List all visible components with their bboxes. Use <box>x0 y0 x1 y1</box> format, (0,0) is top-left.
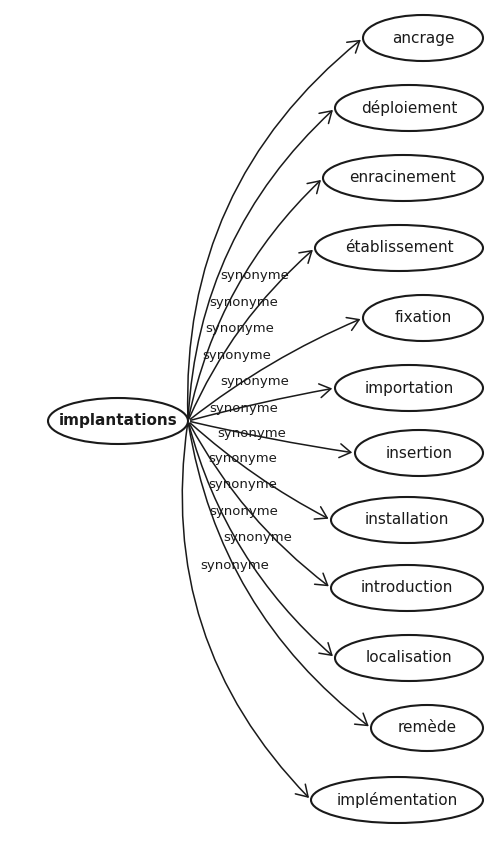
Ellipse shape <box>311 777 483 823</box>
Text: synonyme: synonyme <box>210 402 278 415</box>
Text: fixation: fixation <box>394 311 452 325</box>
Text: implantations: implantations <box>59 414 177 429</box>
Ellipse shape <box>335 635 483 681</box>
Ellipse shape <box>48 398 188 444</box>
Ellipse shape <box>331 565 483 611</box>
Ellipse shape <box>315 225 483 271</box>
FancyArrowPatch shape <box>191 384 331 420</box>
Text: enracinement: enracinement <box>350 170 456 186</box>
Text: synonyme: synonyme <box>200 558 269 572</box>
Ellipse shape <box>323 155 483 201</box>
Text: ancrage: ancrage <box>392 31 454 45</box>
Text: synonyme: synonyme <box>220 269 289 282</box>
Text: synonyme: synonyme <box>210 295 278 309</box>
Text: importation: importation <box>365 380 454 396</box>
Ellipse shape <box>335 85 483 131</box>
FancyArrowPatch shape <box>188 424 368 725</box>
FancyArrowPatch shape <box>189 181 320 419</box>
FancyArrowPatch shape <box>188 41 360 418</box>
Text: synonyme: synonyme <box>208 478 277 491</box>
Text: synonyme: synonyme <box>205 323 274 335</box>
Ellipse shape <box>363 295 483 341</box>
Text: synonyme: synonyme <box>220 375 289 388</box>
Text: déploiement: déploiement <box>361 100 457 116</box>
Text: établissement: établissement <box>345 241 453 255</box>
Text: installation: installation <box>365 512 449 528</box>
Ellipse shape <box>363 15 483 61</box>
Text: synonyme: synonyme <box>208 452 277 465</box>
Text: implémentation: implémentation <box>336 792 458 808</box>
FancyArrowPatch shape <box>188 111 332 418</box>
FancyArrowPatch shape <box>190 317 359 420</box>
Ellipse shape <box>335 365 483 411</box>
Text: localisation: localisation <box>366 650 452 665</box>
Text: synonyme: synonyme <box>210 505 278 517</box>
Text: remède: remède <box>397 721 457 735</box>
Text: synonyme: synonyme <box>223 531 292 544</box>
FancyArrowPatch shape <box>189 424 328 585</box>
Text: insertion: insertion <box>385 446 453 460</box>
FancyArrowPatch shape <box>190 423 327 519</box>
Ellipse shape <box>371 705 483 751</box>
FancyArrowPatch shape <box>189 251 312 419</box>
FancyArrowPatch shape <box>191 421 351 458</box>
Text: synonyme: synonyme <box>217 426 286 440</box>
Text: synonyme: synonyme <box>202 349 271 362</box>
Text: introduction: introduction <box>361 580 453 596</box>
FancyArrowPatch shape <box>182 424 308 797</box>
Ellipse shape <box>355 430 483 476</box>
Ellipse shape <box>331 497 483 543</box>
FancyArrowPatch shape <box>189 424 332 655</box>
